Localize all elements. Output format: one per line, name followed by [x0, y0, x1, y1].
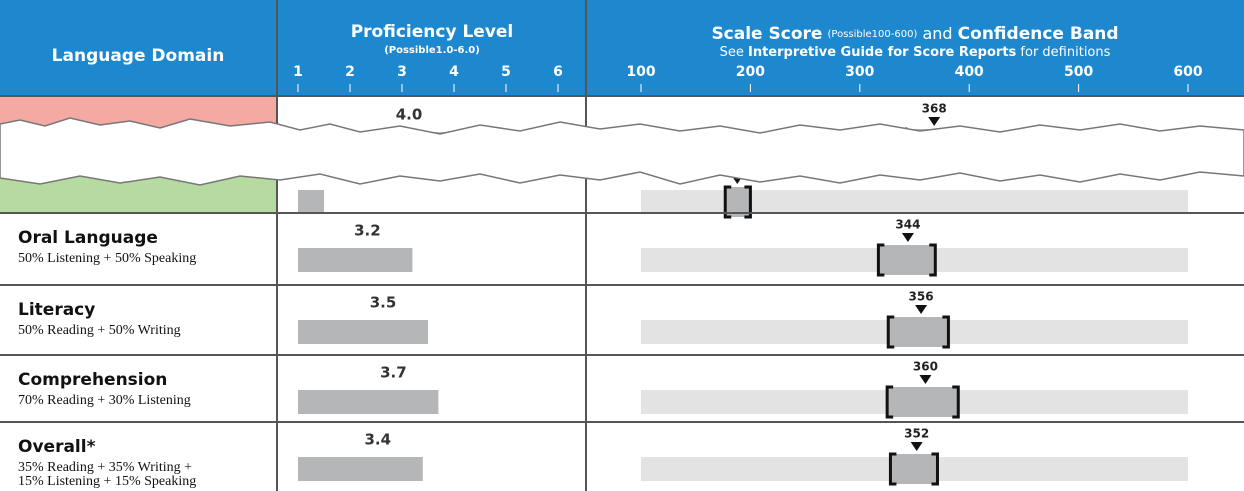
score-label: 360 — [913, 360, 938, 374]
header-proficiency: Proficiency Level — [351, 22, 514, 42]
domain-detail: 50% Listening + 50% Speaking — [18, 251, 196, 266]
domain-name: Comprehension — [18, 370, 167, 390]
guide: Interpretive Guide for Score Reports — [748, 45, 1017, 60]
domain-detail: 50% Reading + 50% Writing — [18, 323, 181, 338]
domain-cell — [0, 285, 277, 355]
proficiency-tick-label: 1 — [293, 64, 303, 80]
header-domain: Language Domain — [52, 46, 225, 66]
report-table: Language Domain Proficiency Level (Possi… — [0, 0, 1244, 491]
score-marker — [911, 442, 923, 451]
level-label: 3.7 — [380, 364, 407, 382]
score-marker — [919, 375, 931, 384]
scale-band: Confidence Band — [958, 24, 1119, 44]
domain-name: Overall* — [18, 437, 96, 457]
header-proficiency-range: (Possible1.0-6.0) — [384, 45, 480, 56]
scale-tick-label: 100 — [626, 64, 655, 80]
level-bar — [298, 390, 438, 414]
domain-detail: 35% Reading + 35% Writing + — [18, 460, 192, 475]
definitions: for definitions — [1020, 45, 1110, 60]
confidence-band — [878, 245, 935, 275]
domain-detail: 15% Listening + 15% Speaking — [18, 474, 196, 489]
proficiency-tick-label: 3 — [397, 64, 407, 80]
level-label: 3.5 — [370, 294, 397, 312]
level-label: 3.2 — [354, 222, 381, 240]
scale-tick-label: 400 — [955, 64, 984, 80]
score-marker — [915, 305, 927, 314]
score-label: 352 — [904, 427, 929, 441]
proficiency-tick-label: 2 — [345, 64, 355, 80]
domain-name: Literacy — [18, 300, 95, 320]
torn-paper — [0, 118, 1244, 185]
scale-tick-label: 300 — [845, 64, 874, 80]
score-label: 344 — [895, 218, 920, 232]
score-marker — [928, 117, 940, 126]
scale-title: Scale Score — [711, 24, 822, 44]
confidence-band — [887, 387, 958, 417]
score-marker — [902, 233, 914, 242]
domain-detail: 70% Reading + 30% Listening — [18, 393, 191, 408]
scale-tick-label: 600 — [1173, 64, 1202, 80]
level-bar — [298, 248, 412, 272]
see: See — [720, 45, 744, 60]
proficiency-tick-label: 5 — [501, 64, 511, 80]
scale-range: (Possible100-600) — [828, 29, 918, 40]
scale-tick-label: 500 — [1064, 64, 1093, 80]
score-report: Language Domain Proficiency Level (Possi… — [0, 0, 1244, 491]
score-label: 368 — [922, 102, 947, 116]
proficiency-tick-label: 6 — [553, 64, 563, 80]
scale-track — [641, 190, 1188, 214]
level-bar — [298, 457, 423, 481]
level-label: 4.0 — [396, 106, 423, 124]
scale-tick-label: 200 — [736, 64, 765, 80]
header-guide: See Interpretive Guide for Score Reports… — [720, 45, 1111, 60]
level-label: 3.4 — [365, 431, 392, 449]
proficiency-tick-label: 4 — [449, 64, 459, 80]
level-bar — [298, 190, 324, 214]
domain-cell — [0, 213, 277, 285]
level-bar — [298, 320, 428, 344]
domain-name: Oral Language — [18, 228, 158, 248]
confidence-band — [890, 454, 937, 484]
score-label: 356 — [909, 290, 934, 304]
confidence-band — [888, 317, 948, 347]
scale-and: and — [922, 24, 952, 43]
